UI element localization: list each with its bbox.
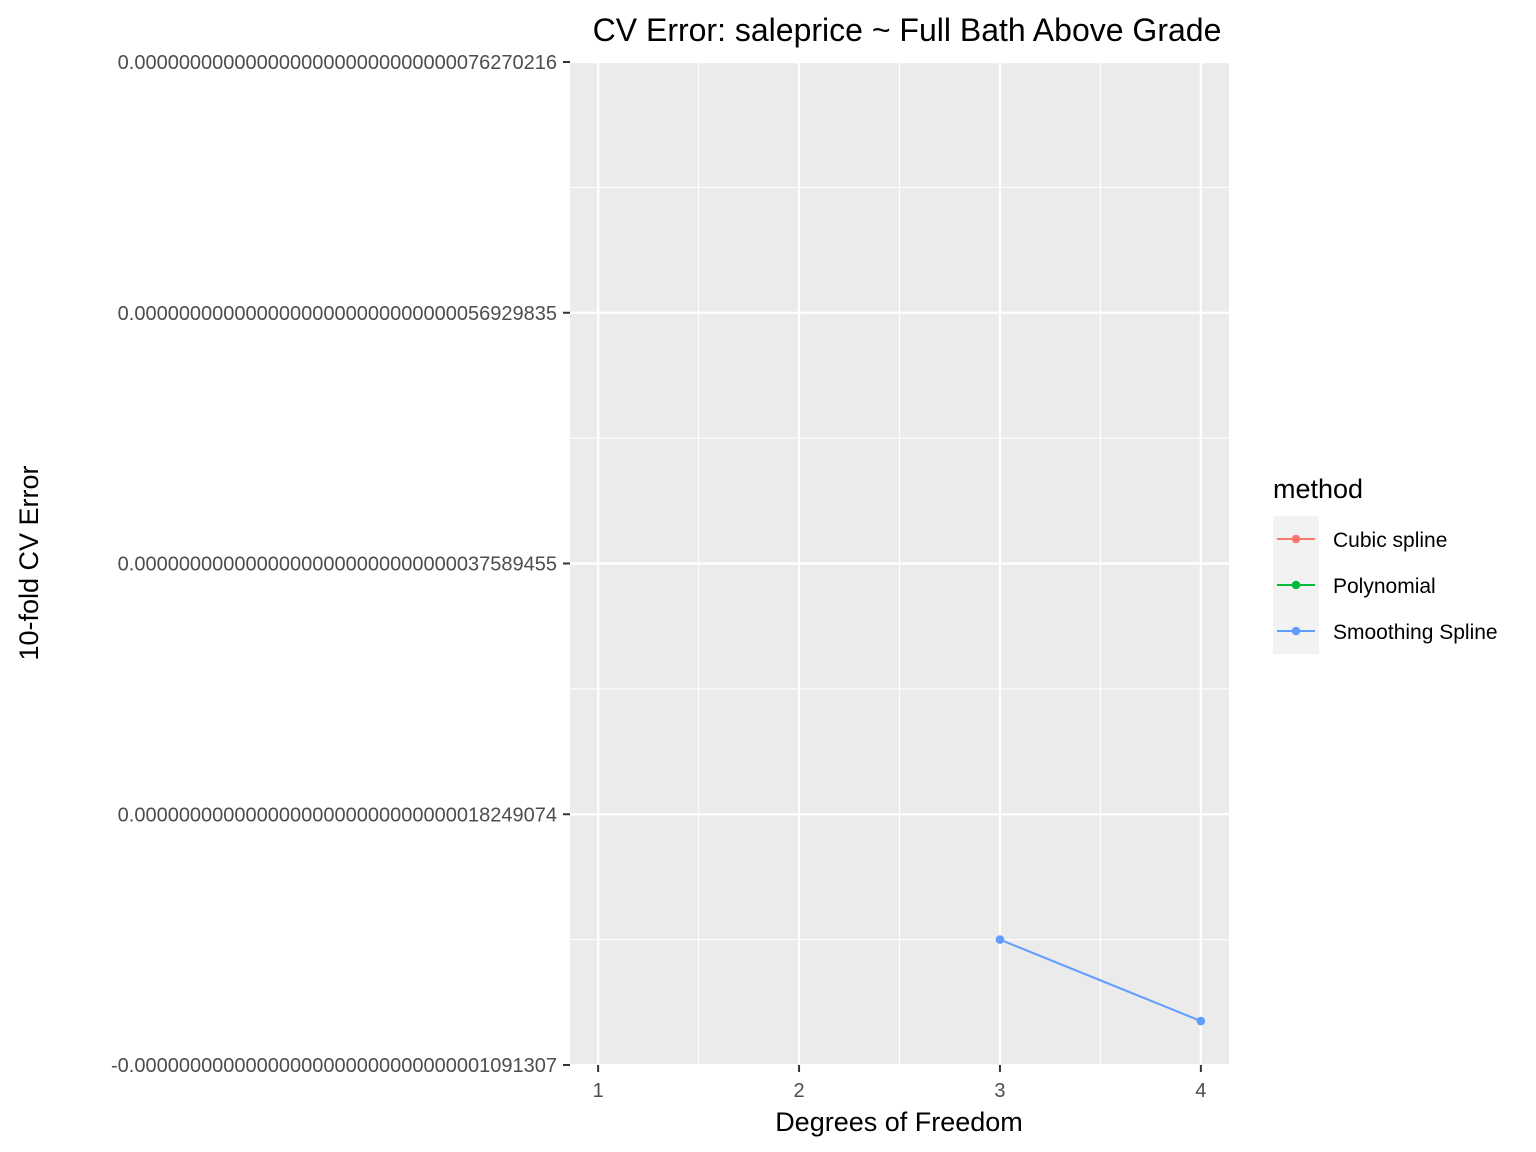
data-point bbox=[995, 935, 1005, 944]
x-tick-label: 2 bbox=[793, 1080, 804, 1102]
chart-title: CV Error: saleprice ~ Full Bath Above Gr… bbox=[593, 12, 1222, 48]
y-axis-title: 10-fold CV Error bbox=[14, 465, 44, 660]
legend-entry-label: Cubic spline bbox=[1333, 529, 1447, 552]
legend-key-point bbox=[1291, 626, 1301, 636]
legend-entries: Cubic spline Polynomial Smoothing Spline bbox=[1277, 529, 1498, 644]
legend: method Cubic spline Polynomial Smoothing S… bbox=[1273, 474, 1498, 654]
series-line bbox=[999, 938, 1202, 1022]
series-layer bbox=[995, 935, 1206, 1026]
legend-title: method bbox=[1273, 474, 1363, 504]
y-tick-label: 0.00000000000000000000000000000037589455 bbox=[118, 554, 557, 576]
data-point bbox=[1196, 1016, 1206, 1026]
x-tick-label: 3 bbox=[994, 1080, 1005, 1102]
major-gridlines bbox=[570, 60, 1229, 1067]
legend-key-point bbox=[1291, 580, 1301, 590]
legend-key-point bbox=[1291, 534, 1301, 544]
legend-entry-label: Smoothing Spline bbox=[1333, 621, 1498, 644]
y-tick-label: 0.00000000000000000000000000000018249074 bbox=[118, 804, 557, 826]
y-tick-label: 0.00000000000000000000000000000056929835 bbox=[118, 303, 557, 325]
x-axis: 1 2 3 4 bbox=[593, 1065, 1206, 1102]
y-tick-label: -0.0000000000000000000000000000000109130… bbox=[111, 1055, 557, 1077]
x-axis-title: Degrees of Freedom bbox=[775, 1107, 1023, 1137]
y-axis: -0.0000000000000000000000000000000109130… bbox=[111, 52, 570, 1077]
x-tick-label: 4 bbox=[1195, 1080, 1206, 1102]
y-tick-label: 0.00000000000000000000000000000076270216 bbox=[118, 52, 557, 74]
legend-entry-label: Polynomial bbox=[1333, 575, 1436, 598]
x-tick-label: 1 bbox=[593, 1080, 604, 1102]
